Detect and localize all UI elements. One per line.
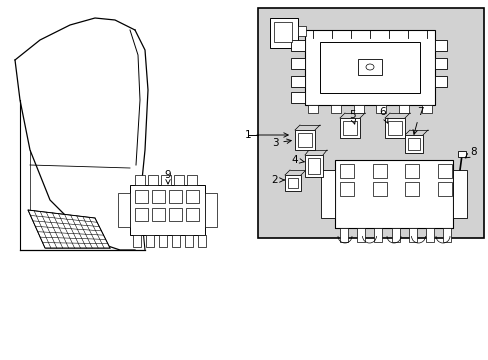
Bar xyxy=(342,121,356,135)
Bar xyxy=(307,158,319,174)
Ellipse shape xyxy=(365,64,373,70)
Bar xyxy=(434,76,446,87)
Bar xyxy=(198,235,205,247)
Text: 7: 7 xyxy=(412,107,423,134)
Bar xyxy=(307,105,317,113)
Bar xyxy=(290,40,305,51)
Bar xyxy=(290,92,305,103)
Bar xyxy=(405,182,419,196)
Bar xyxy=(148,175,158,185)
Bar xyxy=(434,58,446,69)
Bar xyxy=(319,42,419,93)
Bar xyxy=(184,235,193,247)
Bar xyxy=(442,228,450,242)
Text: 8: 8 xyxy=(464,147,476,158)
Bar xyxy=(297,26,305,36)
Bar xyxy=(376,105,386,113)
Bar xyxy=(146,235,154,247)
Bar xyxy=(174,175,183,185)
Bar xyxy=(294,130,314,150)
Bar xyxy=(339,164,353,178)
Bar xyxy=(285,175,301,191)
Bar xyxy=(356,228,365,242)
Bar xyxy=(172,235,180,247)
Bar xyxy=(305,155,323,177)
Bar xyxy=(130,185,204,235)
Bar xyxy=(408,228,416,242)
Bar xyxy=(407,138,419,150)
Bar xyxy=(353,105,363,113)
Bar xyxy=(330,105,340,113)
Text: 1: 1 xyxy=(244,130,287,140)
Bar xyxy=(405,164,419,178)
Bar xyxy=(421,105,431,113)
Bar xyxy=(161,175,171,185)
Bar xyxy=(339,182,353,196)
Bar xyxy=(169,208,182,221)
Bar xyxy=(305,30,434,105)
Bar xyxy=(152,190,164,203)
Text: 3: 3 xyxy=(271,138,291,148)
Bar xyxy=(398,105,408,113)
Bar xyxy=(357,59,381,75)
Bar xyxy=(290,58,305,69)
Bar xyxy=(339,118,359,138)
Bar xyxy=(185,190,199,203)
Bar xyxy=(297,133,311,147)
Bar xyxy=(269,18,297,48)
Bar xyxy=(159,235,167,247)
Text: 5: 5 xyxy=(348,110,355,124)
Bar xyxy=(404,135,422,153)
Bar xyxy=(135,190,148,203)
Bar xyxy=(287,178,297,188)
Bar xyxy=(391,228,399,242)
Bar xyxy=(169,190,182,203)
Bar xyxy=(372,164,386,178)
Bar xyxy=(457,151,465,157)
Bar xyxy=(425,228,433,242)
Bar xyxy=(133,235,141,247)
Bar xyxy=(118,193,130,227)
Bar xyxy=(434,40,446,51)
Bar xyxy=(152,208,164,221)
Bar xyxy=(452,170,466,218)
Bar xyxy=(290,76,305,87)
Bar xyxy=(437,164,451,178)
Text: 9: 9 xyxy=(164,170,171,184)
Bar xyxy=(185,208,199,221)
Bar xyxy=(258,8,483,238)
Bar xyxy=(273,22,291,42)
Bar xyxy=(204,193,217,227)
Text: 6: 6 xyxy=(379,107,387,123)
Bar xyxy=(384,118,404,138)
Text: 4: 4 xyxy=(291,155,304,165)
Bar xyxy=(339,228,347,242)
Bar xyxy=(437,182,451,196)
Text: 2: 2 xyxy=(271,175,284,185)
Bar xyxy=(135,175,145,185)
Bar xyxy=(135,208,148,221)
Polygon shape xyxy=(28,210,110,248)
Bar xyxy=(186,175,197,185)
Bar xyxy=(320,170,334,218)
Bar xyxy=(374,228,382,242)
Bar xyxy=(334,160,452,228)
Bar xyxy=(372,182,386,196)
Bar xyxy=(387,121,401,135)
